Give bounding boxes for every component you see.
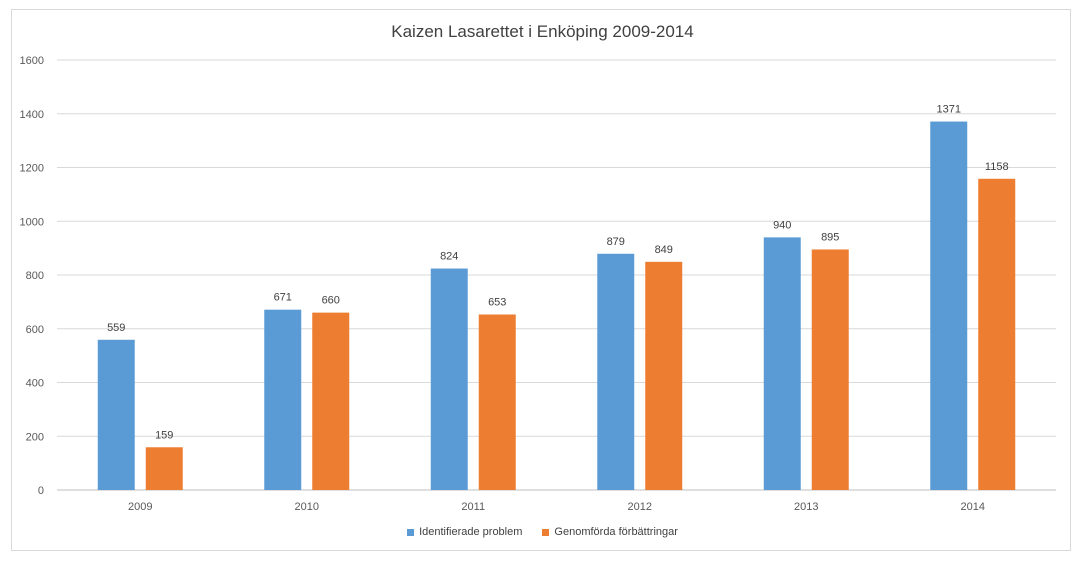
x-tick-label: 2009 <box>128 501 152 513</box>
y-tick-label: 1200 <box>20 163 44 175</box>
x-axis-tick-labels: 2009 2010 2011 2012 2013 2014 <box>128 501 985 513</box>
y-tick-label: 600 <box>26 324 44 336</box>
bar-identifierade-2013 <box>763 237 801 490</box>
data-label: 940 <box>773 219 791 231</box>
legend-label: Genomförda förbättringar <box>554 526 678 538</box>
data-label: 849 <box>655 244 673 256</box>
data-label: 1371 <box>937 104 961 116</box>
bar-identifierade-2010 <box>264 309 302 490</box>
data-label: 653 <box>488 297 506 309</box>
legend-swatch-orange <box>542 528 550 536</box>
bar-genomforda-2014 <box>978 178 1016 490</box>
data-label: 824 <box>440 251 458 263</box>
y-tick-label: 1400 <box>20 109 44 121</box>
legend-item-identifierade: Identifierade problem <box>407 526 522 538</box>
legend-swatch-blue <box>407 528 415 536</box>
data-label: 559 <box>107 322 125 334</box>
data-label: 159 <box>155 429 173 441</box>
y-tick-label: 400 <box>26 378 44 390</box>
x-tick-label: 2011 <box>461 501 485 513</box>
y-tick-label: 0 <box>38 485 44 497</box>
data-label: 1158 <box>985 161 1009 173</box>
bar-genomforda-2013 <box>811 249 849 490</box>
data-labels: 559 159 671 660 824 653 879 849 940 895 1371 1158 <box>107 104 1009 442</box>
bar-identifierade-2014 <box>930 121 968 490</box>
y-tick-label: 800 <box>26 270 44 282</box>
bar-genomforda-2010 <box>312 312 350 490</box>
bar-identifierade-2009 <box>97 339 135 490</box>
data-label: 660 <box>322 295 340 307</box>
legend: Identifierade problem Genomförda förbätt… <box>0 526 1085 538</box>
legend-item-genomforda: Genomförda förbättringar <box>542 526 678 538</box>
y-tick-label: 200 <box>26 431 44 443</box>
data-label: 671 <box>274 292 292 304</box>
x-tick-label: 2014 <box>961 501 985 513</box>
y-tick-label: 1000 <box>20 216 44 228</box>
data-label: 879 <box>607 236 625 248</box>
data-label: 895 <box>821 231 839 243</box>
bars <box>97 121 1016 490</box>
bar-genomforda-2011 <box>478 314 516 490</box>
x-tick-label: 2012 <box>628 501 652 513</box>
x-tick-label: 2010 <box>295 501 319 513</box>
chart-title: Kaizen Lasarettet i Enköping 2009-2014 <box>391 22 694 41</box>
bar-genomforda-2009 <box>145 447 183 490</box>
y-axis-tick-labels: 0 200 400 600 800 1000 1200 1400 1600 <box>20 55 44 497</box>
legend-label: Identifierade problem <box>419 526 523 538</box>
y-tick-label: 1600 <box>20 55 44 67</box>
x-tick-label: 2013 <box>794 501 818 513</box>
bar-genomforda-2012 <box>645 261 683 490</box>
bar-identifierade-2012 <box>597 253 635 490</box>
gridlines <box>57 59 1056 491</box>
chart-frame <box>11 9 1071 551</box>
bar-identifierade-2011 <box>430 268 468 490</box>
